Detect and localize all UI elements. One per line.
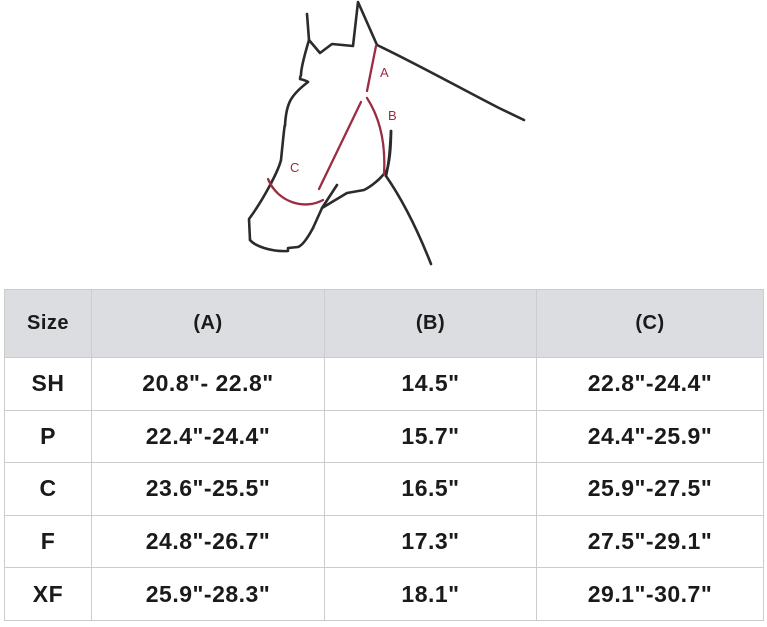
svg-text:A: A — [380, 65, 389, 80]
svg-text:C: C — [290, 160, 299, 175]
svg-text:B: B — [388, 108, 397, 123]
